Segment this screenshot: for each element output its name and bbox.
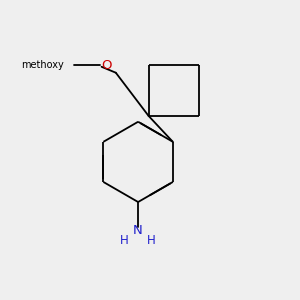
Text: methoxy: methoxy bbox=[21, 60, 64, 70]
Text: N: N bbox=[133, 224, 143, 237]
Text: H: H bbox=[120, 234, 129, 247]
Text: H: H bbox=[147, 234, 156, 247]
Text: O: O bbox=[102, 59, 112, 72]
